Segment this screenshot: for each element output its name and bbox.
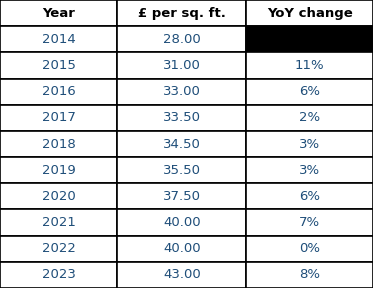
Bar — [246, 52, 373, 79]
Bar — [117, 52, 246, 79]
Text: £ per sq. ft.: £ per sq. ft. — [138, 7, 226, 20]
Text: 2016: 2016 — [42, 85, 76, 98]
Text: 7%: 7% — [299, 216, 320, 229]
Text: 40.00: 40.00 — [163, 242, 201, 255]
Text: 2%: 2% — [299, 111, 320, 124]
Text: 33.50: 33.50 — [163, 111, 201, 124]
Text: 2021: 2021 — [42, 216, 76, 229]
Text: 2014: 2014 — [42, 33, 76, 46]
Bar — [246, 0, 373, 26]
Bar — [117, 157, 246, 183]
Bar — [0, 52, 117, 79]
Bar — [0, 183, 117, 209]
Text: 2023: 2023 — [42, 268, 76, 281]
Bar — [0, 131, 117, 157]
Bar — [246, 183, 373, 209]
Text: 2022: 2022 — [42, 242, 76, 255]
Bar — [246, 236, 373, 262]
Text: 2020: 2020 — [42, 190, 76, 203]
Bar — [0, 236, 117, 262]
Bar — [0, 157, 117, 183]
Bar — [117, 183, 246, 209]
Bar — [117, 236, 246, 262]
Text: 2019: 2019 — [42, 164, 76, 177]
Text: 3%: 3% — [299, 164, 320, 177]
Bar — [246, 209, 373, 236]
Bar — [246, 26, 373, 52]
Text: 2018: 2018 — [42, 137, 76, 151]
Bar — [246, 131, 373, 157]
Bar — [246, 157, 373, 183]
Bar — [246, 262, 373, 288]
Text: 33.00: 33.00 — [163, 85, 201, 98]
Text: 2017: 2017 — [42, 111, 76, 124]
Text: 35.50: 35.50 — [163, 164, 201, 177]
Text: 34.50: 34.50 — [163, 137, 201, 151]
Text: 40.00: 40.00 — [163, 216, 201, 229]
Bar — [0, 0, 117, 26]
Bar — [0, 209, 117, 236]
Text: 28.00: 28.00 — [163, 33, 201, 46]
Text: 0%: 0% — [299, 242, 320, 255]
Bar — [0, 26, 117, 52]
Bar — [117, 209, 246, 236]
Text: 3%: 3% — [299, 137, 320, 151]
Bar — [0, 79, 117, 105]
Text: 6%: 6% — [299, 85, 320, 98]
Text: 11%: 11% — [295, 59, 325, 72]
Text: Year: Year — [42, 7, 75, 20]
Text: 2015: 2015 — [42, 59, 76, 72]
Bar — [117, 26, 246, 52]
Bar — [0, 105, 117, 131]
Bar — [117, 79, 246, 105]
Bar — [117, 131, 246, 157]
Bar — [117, 105, 246, 131]
Text: 43.00: 43.00 — [163, 268, 201, 281]
Text: 37.50: 37.50 — [163, 190, 201, 203]
Bar — [117, 262, 246, 288]
Bar — [246, 79, 373, 105]
Text: 8%: 8% — [299, 268, 320, 281]
Text: 31.00: 31.00 — [163, 59, 201, 72]
Bar — [0, 262, 117, 288]
Text: 6%: 6% — [299, 190, 320, 203]
Bar — [246, 105, 373, 131]
Bar — [117, 0, 246, 26]
Text: YoY change: YoY change — [267, 7, 352, 20]
